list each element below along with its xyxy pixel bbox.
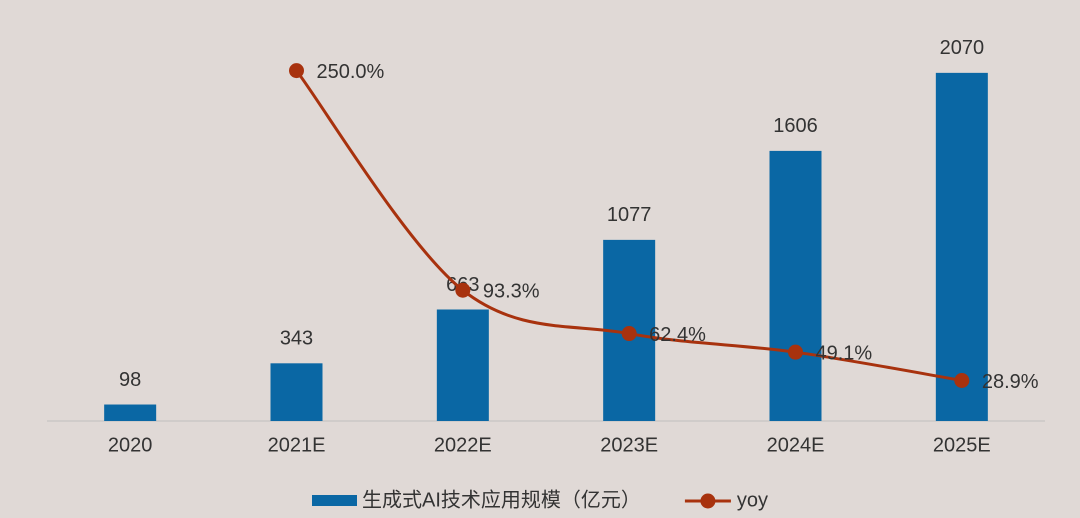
legend-label: 生成式AI技术应用规模（亿元） xyxy=(362,488,641,511)
x-tick-label: 2023E xyxy=(600,434,658,456)
legend-label: yoy xyxy=(737,489,768,511)
bar xyxy=(769,150,822,421)
data-label: 49.1% xyxy=(816,342,873,364)
x-tick-label: 2024E xyxy=(767,434,825,456)
data-label: 343 xyxy=(280,328,313,350)
x-tick-label: 2025E xyxy=(933,434,991,456)
x-tick-label: 2022E xyxy=(434,434,492,456)
line-marker xyxy=(455,282,471,298)
legend-swatch xyxy=(312,495,357,506)
x-tick-label: 2021E xyxy=(268,434,326,456)
bar xyxy=(935,72,988,421)
data-label: 1606 xyxy=(773,115,818,137)
data-label: 250.0% xyxy=(317,61,385,83)
data-label: 98 xyxy=(119,369,141,391)
legend-swatch xyxy=(700,493,716,509)
line xyxy=(295,69,963,382)
x-tick-label: 2020 xyxy=(108,434,153,456)
data-label: 2070 xyxy=(940,37,985,59)
data-label: 62.4% xyxy=(649,324,706,346)
data-label: 28.9% xyxy=(982,371,1039,393)
bar xyxy=(104,404,157,421)
data-label: 1077 xyxy=(607,204,652,226)
line-marker xyxy=(621,326,637,342)
bar xyxy=(436,309,489,421)
line-marker xyxy=(954,372,970,388)
line-marker xyxy=(289,63,304,79)
line-marker xyxy=(788,344,803,360)
data-label: 93.3% xyxy=(483,281,540,303)
bar xyxy=(270,363,323,421)
